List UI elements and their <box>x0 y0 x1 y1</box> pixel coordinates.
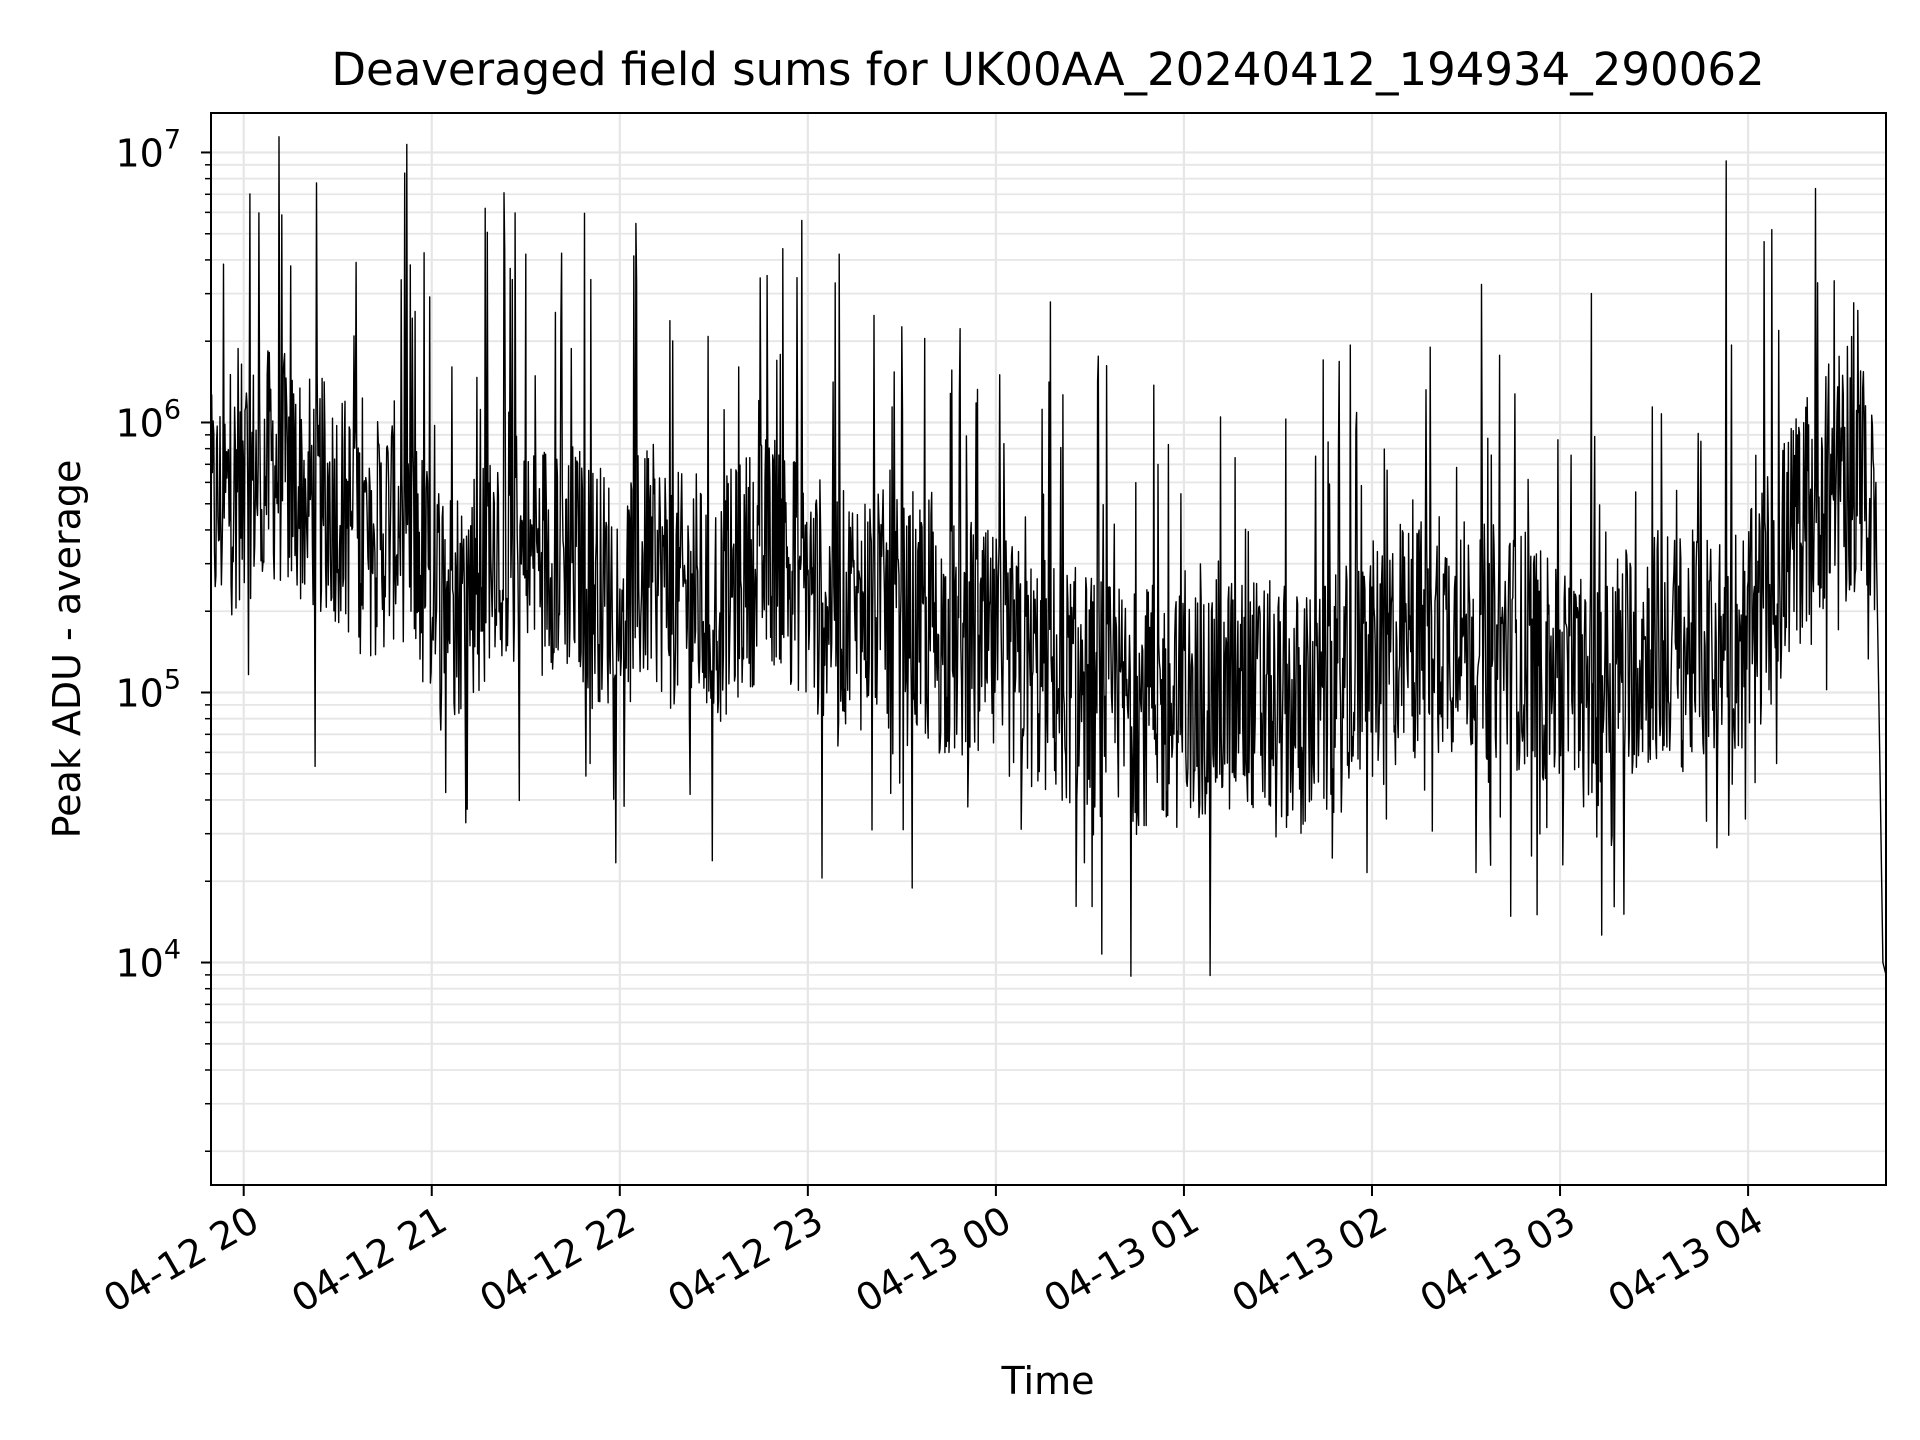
ticks <box>201 151 1750 1196</box>
y-tick-label: 105 <box>115 665 181 716</box>
x-axis-label: Time <box>1001 1359 1095 1403</box>
data-line-layer <box>210 136 1887 977</box>
y-tick-label: 106 <box>115 394 181 445</box>
chart-title: Deaveraged field sums for UK00AA_2024041… <box>331 43 1764 96</box>
y-axis-label: Peak ADU - average <box>45 460 89 839</box>
plot-frame <box>210 112 1887 1186</box>
y-tick-label: 104 <box>115 935 181 986</box>
series-line <box>210 136 1887 977</box>
y-tick-label: 107 <box>115 124 181 175</box>
